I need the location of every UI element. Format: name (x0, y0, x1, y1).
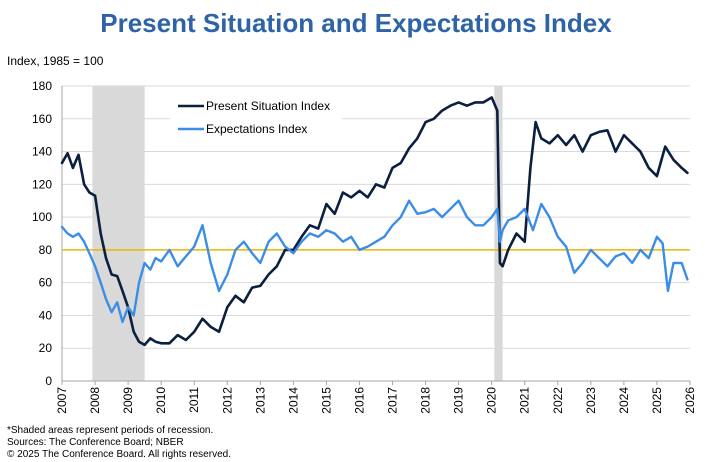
x-tick-label-2025: 2025 (650, 387, 664, 414)
copyright-note: © 2025 The Conference Board. All rights … (7, 449, 231, 460)
series-line-expectations (60, 199, 689, 324)
y-tick-label-60: 60 (39, 276, 53, 290)
y-tick-label-20: 20 (39, 341, 53, 355)
x-tick-label-2014: 2014 (286, 387, 300, 414)
x-tick-label-2022: 2022 (551, 387, 565, 414)
x-tick-label-2013: 2013 (253, 387, 267, 414)
y-tick-label-100: 100 (32, 210, 52, 224)
footer: *Shaded areas represent periods of reces… (7, 425, 231, 461)
x-tick-label-2021: 2021 (518, 387, 532, 414)
y-tick-label-180: 180 (32, 79, 52, 93)
legend: Present Situation Index Expectations Inde… (170, 96, 342, 142)
legend-label-1: Expectations Index (206, 122, 307, 136)
x-tick-label-2017: 2017 (386, 387, 400, 414)
y-tick-label-40: 40 (39, 308, 53, 322)
legend-background (170, 96, 342, 142)
x-tick-label-2024: 2024 (617, 387, 631, 414)
series-line-present-situation (60, 96, 689, 347)
y-axis-unit-label: Index, 1985 = 100 (7, 54, 104, 68)
y-tick-label-0: 0 (45, 374, 52, 388)
x-tick-label-2016: 2016 (352, 387, 366, 414)
x-tick-label-2023: 2023 (584, 387, 598, 414)
x-tick-label-2018: 2018 (419, 387, 433, 414)
x-tick-label-2020: 2020 (485, 387, 499, 414)
x-tick-label-2007: 2007 (55, 387, 69, 414)
y-tick-label-120: 120 (32, 177, 52, 191)
y-tick-label-160: 160 (32, 112, 52, 126)
x-tick-label-2008: 2008 (88, 387, 102, 414)
x-tick-label-2026: 2026 (683, 387, 697, 414)
legend-label-0: Present Situation Index (206, 99, 330, 113)
chart-title: Present Situation and Expectations Index (100, 8, 612, 38)
x-tick-label-2010: 2010 (154, 387, 168, 414)
x-tick-label-2009: 2009 (121, 387, 135, 414)
x-tick-label-2011: 2011 (187, 387, 201, 413)
x-tick-label-2015: 2015 (319, 387, 333, 414)
recession-note: *Shaded areas represent periods of reces… (7, 425, 214, 436)
y-tick-label-80: 80 (39, 243, 53, 257)
sources-note: Sources: The Conference Board; NBER (7, 437, 184, 448)
x-tick-label-2012: 2012 (220, 387, 234, 414)
x-tick-label-2019: 2019 (452, 387, 466, 414)
y-tick-label-140: 140 (32, 145, 52, 159)
